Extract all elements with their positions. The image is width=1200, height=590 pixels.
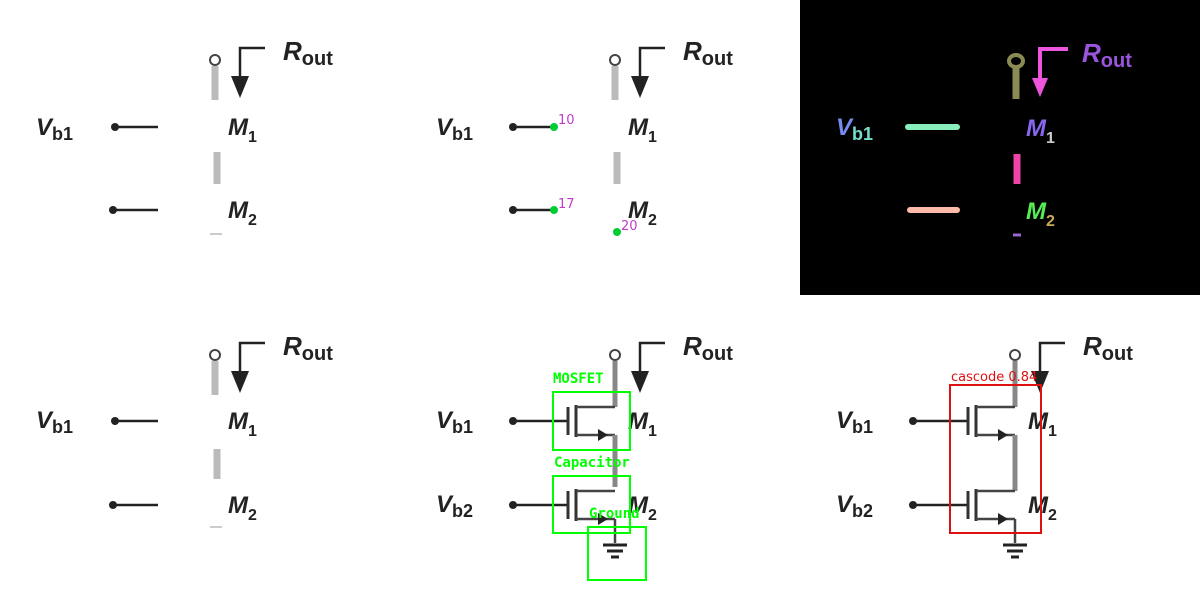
- arrow-head-icon: [231, 76, 249, 98]
- m2-label: M2: [228, 197, 257, 229]
- prediction-label: cascode 0.84: [951, 370, 1037, 385]
- panel-prediction: Rout Vb1 M1 Vb2 M2 cascode 0.84: [800, 295, 1200, 590]
- m2-label: M2: [628, 197, 657, 229]
- detection-box-ground: [587, 526, 647, 581]
- output-terminal: [609, 54, 621, 66]
- m1-label: M1: [228, 114, 257, 146]
- keypoint-label: 10: [558, 113, 575, 128]
- circuit-original: Rout Vb1 M1 M2: [36, 36, 333, 235]
- rout-arrow: [238, 46, 265, 80]
- rout-label: Rout: [283, 36, 333, 70]
- segment-terminal: [1007, 53, 1025, 69]
- arrow-head-icon: [231, 371, 249, 393]
- panel-keypoints: Rout Vb1 M1 M2 10 17 20: [400, 0, 800, 295]
- detection-label: Ground: [589, 506, 640, 522]
- segment-m2: M2: [1026, 198, 1055, 230]
- ground-icon: [1003, 543, 1027, 559]
- segment-rout: Rout: [1082, 38, 1132, 72]
- vb1-label: Vb1: [836, 407, 873, 437]
- output-terminal: [609, 349, 621, 361]
- segment-arrow-head: [1032, 78, 1048, 97]
- rout-arrow: [638, 46, 665, 80]
- keypoint-label: 20: [621, 219, 638, 234]
- vb1-label: Vb1: [436, 407, 473, 437]
- arrow-head-icon: [631, 76, 649, 98]
- output-terminal: [209, 54, 221, 66]
- m1-source-arrow-icon: [998, 429, 1008, 441]
- segment-vb1: Vb1: [836, 114, 873, 144]
- rout-label: Rout: [1083, 331, 1133, 365]
- arrow-head-icon: [631, 371, 649, 393]
- m2-label: M2: [228, 492, 257, 524]
- m1-label: M1: [1028, 408, 1057, 440]
- ground-icon: [603, 543, 627, 559]
- segment-arrow: [1038, 47, 1068, 82]
- m1-leads: [576, 405, 615, 437]
- m1-label: M1: [628, 408, 657, 440]
- rout-label: Rout: [283, 331, 333, 365]
- vb1-label: Vb1: [36, 114, 73, 144]
- m1-leads: [976, 405, 1015, 437]
- prediction-box: [949, 384, 1042, 534]
- vb1-label: Vb1: [36, 407, 73, 437]
- arrow-head-icon: [1031, 371, 1049, 393]
- m1-label: M1: [228, 408, 257, 440]
- segmentation-map: Rout Vb1 M1 M2: [836, 38, 1132, 237]
- vb1-label: Vb1: [436, 114, 473, 144]
- m2-leads: [576, 489, 615, 521]
- m1-source-arrow-icon: [598, 429, 608, 441]
- m2-source-arrow-icon: [598, 513, 608, 525]
- keypoint-label: 17: [558, 197, 575, 212]
- output-terminal: [209, 349, 221, 361]
- circuit-detections: Rout Vb1 M1 Vb2 M2 MOSFET Capacitor Grou…: [436, 331, 733, 581]
- keypoint-marker: [550, 206, 558, 214]
- segment-m1: M1: [1026, 115, 1055, 147]
- detection-box-capacitor: [552, 475, 631, 534]
- circuit-original-copy: Rout Vb1 M1 M2: [36, 331, 333, 528]
- detection-label: MOSFET: [553, 371, 604, 387]
- rout-arrow: [638, 341, 665, 375]
- keypoint-marker: [550, 123, 558, 131]
- detection-label: Capacitor: [554, 455, 630, 471]
- m2-leads: [976, 489, 1015, 521]
- vb2-label: Vb2: [836, 491, 873, 521]
- panel-original-copy: Rout Vb1 M1 M2: [0, 295, 400, 590]
- circuit-prediction: Rout Vb1 M1 Vb2 M2 cascode 0.84: [836, 331, 1133, 559]
- rout-label: Rout: [683, 36, 733, 70]
- m1-label: M1: [628, 114, 657, 146]
- rout-arrow: [1038, 341, 1065, 375]
- panel-detections: Rout Vb1 M1 Vb2 M2 MOSFET Capacitor Grou…: [400, 295, 800, 590]
- panel-segmentation: Rout Vb1 M1 M2: [800, 0, 1200, 295]
- detection-box-mosfet: [552, 391, 631, 451]
- m2-source-arrow-icon: [998, 513, 1008, 525]
- output-terminal: [1009, 349, 1021, 361]
- m2-label: M2: [1028, 492, 1057, 524]
- vb2-label: Vb2: [436, 491, 473, 521]
- panel-original: Rout Vb1 M1 M2: [0, 0, 400, 295]
- keypoint-marker: [613, 228, 621, 236]
- m2-label: M2: [628, 492, 657, 524]
- rout-label: Rout: [683, 331, 733, 365]
- rout-arrow: [238, 341, 265, 375]
- circuit-keypoints: Rout Vb1 M1 M2 10 17 20: [436, 36, 733, 236]
